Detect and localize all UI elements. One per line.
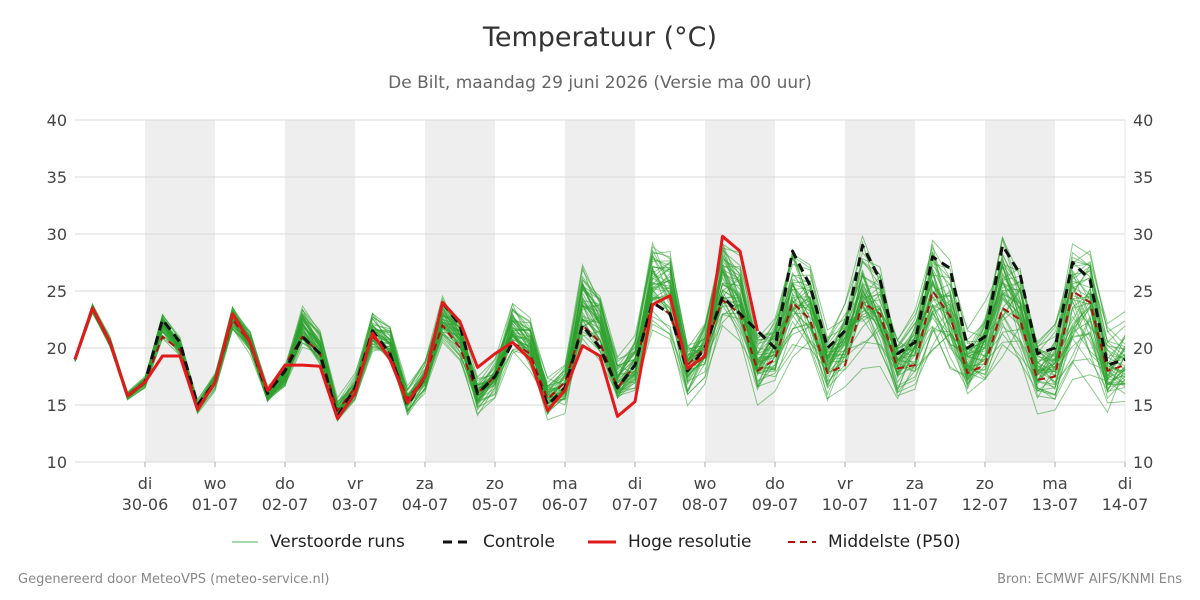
x-tick-day: zo <box>486 474 504 493</box>
legend-label: Verstoorde runs <box>270 532 405 552</box>
x-tick-day: do <box>765 474 785 493</box>
series-dashed-black <box>73 243 1126 418</box>
x-tick-day: di <box>1118 474 1133 493</box>
footer-source: Bron: ECMWF AIFS/KNMI Ens <box>997 572 1182 587</box>
ensemble-member-33 <box>74 246 1126 408</box>
x-tick-day: wo <box>694 474 717 493</box>
x-tick-day: za <box>416 474 434 493</box>
y-tick-label-left: 25 <box>47 282 67 301</box>
x-tick-day: wo <box>204 474 227 493</box>
x-tick-day: ma <box>1042 474 1067 493</box>
legend-label: Hoge resolutie <box>628 532 752 552</box>
chart-subtitle: De Bilt, maandag 29 juni 2026 (Versie ma… <box>388 73 812 93</box>
x-tick-date: 08-07 <box>682 495 729 514</box>
y-tick-label-left: 15 <box>47 396 67 415</box>
y-tick-label-right: 15 <box>1133 396 1153 415</box>
x-tick-date: 06-07 <box>542 495 589 514</box>
y-tick-label-left: 10 <box>47 453 67 472</box>
y-tick-label-left: 35 <box>47 168 67 187</box>
legend: Verstoorde runs Controle Hoge resolutie … <box>0 530 1200 554</box>
x-tick-date: 30-06 <box>122 495 169 514</box>
y-tick-label-left: 30 <box>47 225 67 244</box>
y-axis-left: 10 15 20 25 30 35 40 <box>47 111 67 472</box>
x-tick-date: 14-07 <box>1102 495 1149 514</box>
x-tick-date: 01-07 <box>192 495 239 514</box>
y-tick-label-right: 30 <box>1133 225 1153 244</box>
x-tick-date: 07-07 <box>612 495 659 514</box>
legend-item-control: Controle <box>443 530 555 554</box>
x-axis: di 30-06 wo 01-07 do 02-07 vr 03-07 za 04-07 zo 05-… <box>122 462 1149 514</box>
legend-item-ensemble: Verstoorde runs <box>232 530 405 554</box>
x-tick-date: 09-07 <box>752 495 799 514</box>
x-tick-date: 05-07 <box>472 495 519 514</box>
legend-label: Controle <box>483 532 555 552</box>
chart-title: Temperatuur (°C) <box>482 22 718 53</box>
ensemble-member-37 <box>74 264 1126 413</box>
x-tick-date: 12-07 <box>962 495 1009 514</box>
main-series <box>73 234 1126 421</box>
footer-generated-by: Gegenereerd door MeteoVPS (meteo-service… <box>18 572 330 587</box>
y-tick-label-right: 20 <box>1133 339 1153 358</box>
legend-item-highres: Hoge resolutie <box>588 530 752 554</box>
ensemble-member-48 <box>74 239 1126 408</box>
x-tick-day: vr <box>347 474 363 493</box>
y-tick-label-left: 20 <box>47 339 67 358</box>
x-tick-date: 10-07 <box>822 495 869 514</box>
x-tick-date: 02-07 <box>262 495 309 514</box>
y-tick-label-right: 25 <box>1133 282 1153 301</box>
legend-swatch-p50 <box>788 541 816 543</box>
y-tick-label-right: 35 <box>1133 168 1153 187</box>
x-tick-day: ma <box>552 474 577 493</box>
y-tick-label-right: 40 <box>1133 111 1153 130</box>
x-tick-date: 13-07 <box>1032 495 1079 514</box>
x-tick-day: za <box>906 474 924 493</box>
x-tick-date: 04-07 <box>402 495 449 514</box>
x-tick-day: vr <box>837 474 853 493</box>
legend-item-p50: Middelste (P50) <box>788 530 961 554</box>
y-tick-label-right: 10 <box>1133 453 1153 472</box>
x-tick-day: do <box>275 474 295 493</box>
legend-swatch-highres <box>588 540 616 544</box>
series-solid-red <box>73 234 759 421</box>
x-tick-day: di <box>138 474 153 493</box>
ensemble-member-45 <box>74 253 1126 417</box>
x-tick-day: zo <box>976 474 994 493</box>
legend-label: Middelste (P50) <box>828 532 961 552</box>
legend-swatch-ensemble <box>232 541 258 543</box>
x-tick-date: 03-07 <box>332 495 379 514</box>
x-tick-date: 11-07 <box>892 495 939 514</box>
legend-swatch-control <box>443 540 471 544</box>
y-tick-label-left: 40 <box>47 111 67 130</box>
y-axis-right: 10 15 20 25 30 35 40 <box>1133 111 1153 472</box>
x-tick-day: di <box>628 474 643 493</box>
